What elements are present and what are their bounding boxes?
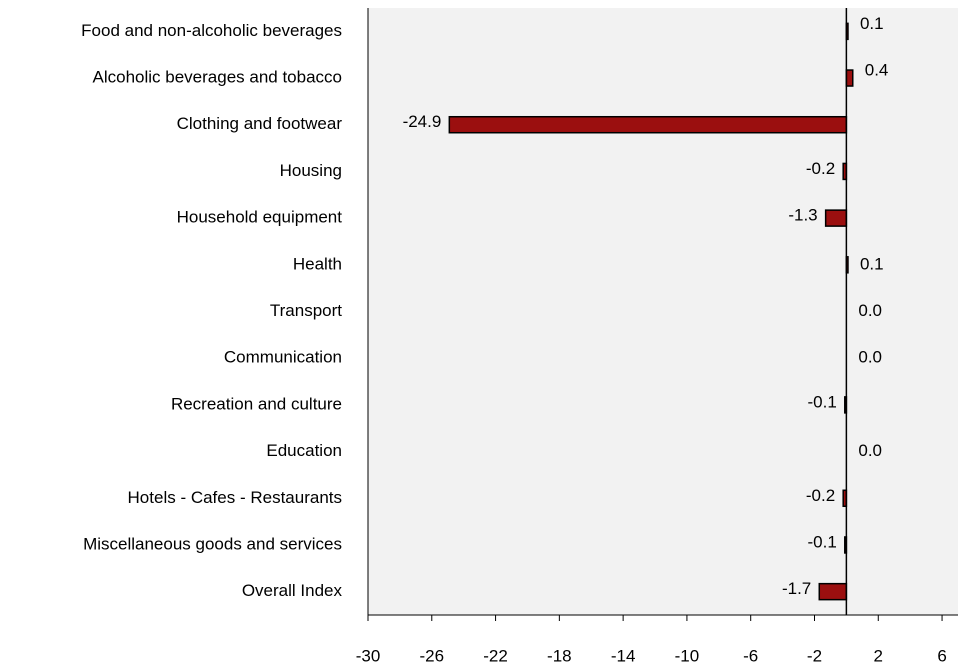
plot-area [368,8,958,615]
x-tick-label: -30 [356,646,381,665]
category-label: Education [266,441,342,460]
value-label: -24.9 [403,112,442,131]
value-label: 0.0 [858,441,882,460]
value-label: 0.4 [865,61,889,80]
bar [818,582,848,601]
value-label: -0.1 [807,532,836,551]
x-tick-label: -10 [675,646,700,665]
category-label: Food and non-alcoholic beverages [81,21,342,40]
x-tick-label: 2 [874,646,883,665]
value-label: -1.3 [788,206,817,225]
value-label: 0.0 [858,348,882,367]
category-label: Transport [270,301,342,320]
value-label: -1.7 [782,579,811,598]
category-label: Recreation and culture [171,394,342,413]
x-tick-label: -26 [419,646,444,665]
x-tick-label: -14 [611,646,636,665]
x-tick-label: -2 [807,646,822,665]
value-label: -0.1 [807,392,836,411]
bar [845,69,854,87]
category-label: Alcoholic beverages and tobacco [93,68,343,87]
x-tick-label: 6 [937,646,946,665]
bar [448,115,848,134]
x-tick-label: -6 [743,646,758,665]
value-label: 0.1 [860,14,884,33]
category-label: Household equipment [177,208,343,227]
category-label: Hotels - Cafes - Restaurants [128,488,342,507]
category-label: Health [293,254,342,273]
x-tick-label: -18 [547,646,572,665]
category-label: Clothing and footwear [177,114,343,133]
category-label: Overall Index [242,581,343,600]
value-label: 0.1 [860,254,884,273]
bar [824,209,848,227]
value-label: 0.0 [858,301,882,320]
category-label: Housing [280,161,342,180]
category-label: Miscellaneous goods and services [83,534,342,553]
category-label: Communication [224,348,342,367]
x-tick-label: -22 [483,646,508,665]
value-label: -0.2 [806,159,835,178]
value-label: -0.2 [806,486,835,505]
